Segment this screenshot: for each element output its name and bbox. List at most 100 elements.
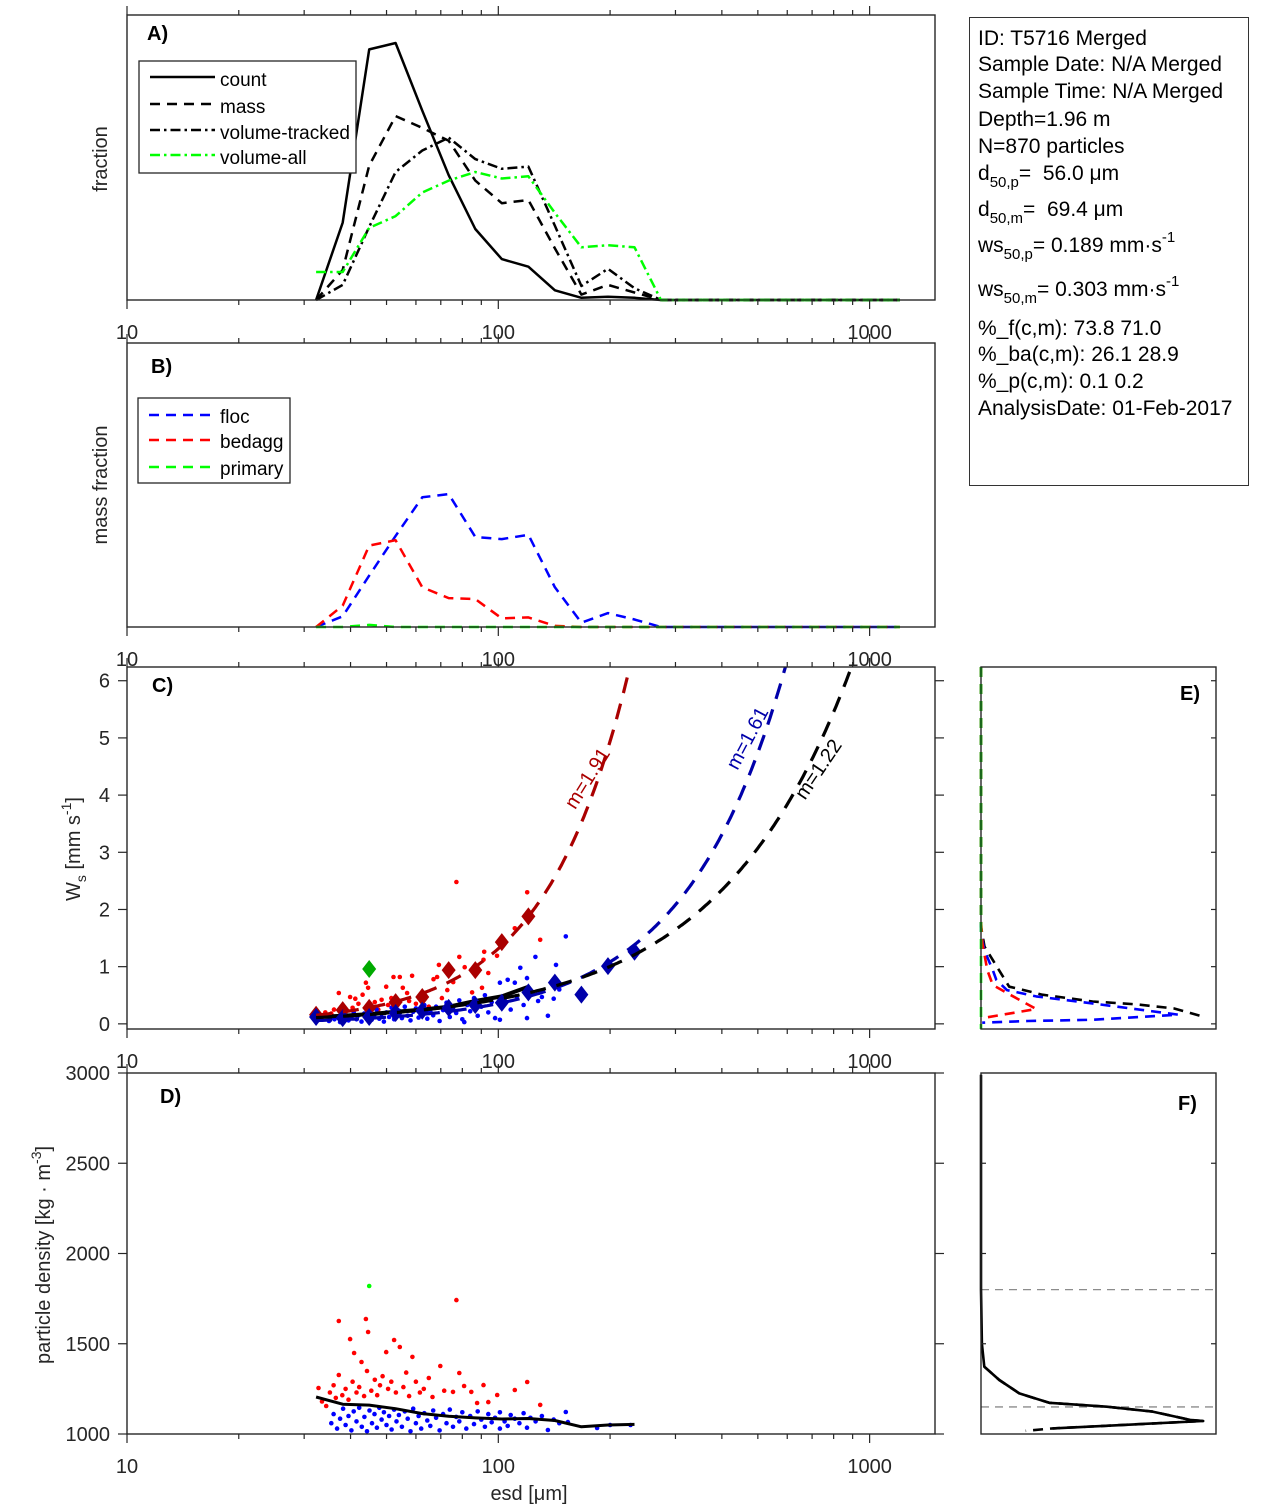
scatter-point-bedagg <box>359 1359 364 1365</box>
scatter-point-floc <box>457 998 462 1003</box>
info-d50-p: d50,p= 56.0 μm <box>978 162 1120 191</box>
scatter-point-bedagg <box>380 1373 385 1379</box>
scatter-point-bedagg <box>474 1400 480 1406</box>
ylabel-sup: -3 <box>28 1151 44 1164</box>
panels: 10 100 1000A)countmassvolume-trackedvolume… <box>66 6 1217 1478</box>
scatter-point-bedagg <box>347 994 353 1000</box>
scatter-point-floc <box>396 1412 402 1418</box>
scatter-point-bedagg <box>385 1386 391 1392</box>
scatter-point-bedagg <box>441 1388 447 1393</box>
scatter-point-bedagg <box>436 962 442 968</box>
scatter-point-bedagg <box>486 1399 491 1405</box>
scatter-point-floc <box>359 1424 365 1430</box>
scatter-point-floc <box>384 1422 389 1428</box>
legend-label: count <box>220 70 267 91</box>
legend-label: primary <box>220 459 284 480</box>
ylabel-rest: [mm s <box>63 815 85 875</box>
panel-label-c: C) <box>152 675 173 697</box>
legend-label: floc <box>220 407 250 428</box>
scatter-point-bedagg <box>336 1372 342 1378</box>
x-tick-label: 100 <box>482 322 515 344</box>
legend-b: floc bedagg primary <box>137 397 291 484</box>
scatter-point-floc <box>505 1423 511 1429</box>
fit-curve-all <box>316 667 854 1020</box>
scatter-point-primary <box>366 1283 372 1289</box>
y-tick-label: 4 <box>99 785 110 807</box>
scatter-point-floc <box>362 1414 367 1420</box>
bin-mean-diamond-floc <box>362 1007 377 1026</box>
scatter-point-floc <box>508 1007 513 1012</box>
scatter-point-floc <box>364 1429 370 1434</box>
y-tick-label: 2500 <box>66 1153 111 1175</box>
axis-labels: fraction mass fraction Ws [mm s-1] parti… <box>28 126 568 1505</box>
scatter-point-bedagg <box>430 1394 435 1400</box>
scatter-point-bedagg <box>385 1002 391 1008</box>
x-ticks-d <box>126 1064 871 1443</box>
info-floc-percent: %_f(c,m): 73.8 71.0 <box>978 317 1162 340</box>
scatter-point-floc <box>467 1009 473 1014</box>
scatter-point-bedagg <box>494 953 500 959</box>
info-primary-percent: %_p(c,m): 0.1 0.2 <box>978 370 1144 393</box>
scatter-point-floc <box>505 977 511 983</box>
scatter-point-floc <box>329 1420 334 1426</box>
scatter-point-bedagg <box>383 1349 389 1355</box>
scatter-point-bedagg <box>406 998 412 1004</box>
scatter-point-floc <box>521 1002 526 1008</box>
scatter-point-floc <box>464 1426 469 1431</box>
scatter-point-floc <box>482 993 488 998</box>
x-ticks-a <box>126 6 871 309</box>
scatter-point-bedagg <box>512 1387 518 1393</box>
scatter-point-floc <box>512 980 518 985</box>
scatter-point-bedagg <box>454 879 459 885</box>
scatter-point-floc <box>482 1424 488 1430</box>
plot-area-b <box>127 343 935 627</box>
x-tick-label: 10 <box>116 1051 138 1073</box>
scatter-point-bedagg <box>331 1383 336 1388</box>
y-tick-label: 2000 <box>66 1244 111 1266</box>
scatter-point-bedagg <box>397 974 403 980</box>
scatter-point-floc <box>351 1409 357 1414</box>
scatter-point-bedagg <box>365 1329 371 1335</box>
y-tick-label: 1500 <box>66 1334 111 1356</box>
scatter-point-bedagg <box>346 1397 351 1402</box>
scatter-point-floc <box>425 1016 430 1021</box>
scatter-point-bedagg <box>524 1379 530 1385</box>
scatter-point-floc <box>416 1413 421 1419</box>
scatter-point-bedagg <box>439 995 445 1001</box>
scatter-point-bedagg <box>369 1388 374 1393</box>
scatter-point-bedagg <box>410 1354 415 1360</box>
x-tick-label: 100 <box>482 1456 515 1478</box>
scatter-point-floc <box>450 1424 456 1430</box>
scatter-point-floc <box>545 1013 551 1019</box>
legend-label: volume-tracked <box>220 123 350 144</box>
scatter-point-floc <box>410 1406 416 1411</box>
scatter-point-floc <box>524 1425 530 1430</box>
scatter-point-bedagg <box>333 1395 339 1401</box>
scatter-point-floc <box>359 1019 364 1024</box>
scatter-point-bedagg <box>389 1379 394 1384</box>
x-ticks-b <box>126 334 871 636</box>
y-tick-label: 3000 <box>66 1063 111 1085</box>
scatter-point-bedagg <box>417 1390 423 1395</box>
info-sample-date: Sample Date: N/A Merged <box>978 53 1222 76</box>
bin-mean-diamond-floc <box>574 985 589 1004</box>
legend-label: mass <box>220 97 265 118</box>
scatter-point-floc <box>381 1019 387 1024</box>
plot-area-c <box>127 667 935 1029</box>
scatter-point-floc <box>545 1427 551 1433</box>
scatter-point-floc <box>343 1422 348 1428</box>
scatter-point-floc <box>486 1010 491 1015</box>
scatter-point-floc <box>475 1409 481 1414</box>
scatter-point-floc <box>563 1409 569 1415</box>
info-bedagg-percent: %_ba(c,m): 26.1 28.9 <box>978 343 1179 366</box>
info-analysis-date: AnalysisDate: 01-Feb-2017 <box>978 397 1233 420</box>
fit-curve-bedagg <box>315 667 632 1017</box>
scatter-point-bedagg <box>537 1402 543 1408</box>
scatter-point-bedagg <box>391 1337 397 1343</box>
sample-info-box: ID: T5716 Merged Sample Date: N/A Merged… <box>969 17 1249 486</box>
y-tick-label: 2 <box>99 899 110 921</box>
scatter-point-floc <box>497 980 503 985</box>
scatter-point-bedagg <box>462 964 468 970</box>
scatter-point-floc <box>354 1419 359 1424</box>
